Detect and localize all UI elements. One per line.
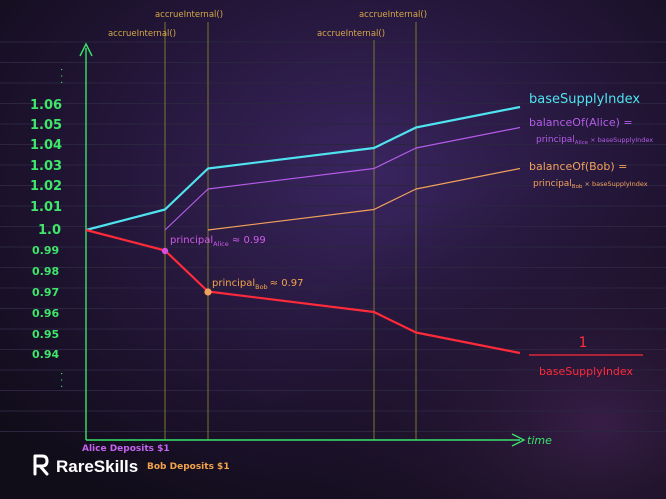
y-tick-0.94: 0.94: [32, 348, 59, 361]
grid-lines: [0, 41, 666, 432]
y-tick-1.06: 1.06: [30, 98, 62, 113]
principal-bob-label: principalBob ≈ 0.97: [212, 278, 304, 291]
rareskills-logo: RareSkills: [33, 454, 138, 476]
principal-alice-point: [161, 247, 169, 255]
y-tick-0.96: 0.96: [32, 307, 59, 320]
y-axis-arrow: [79, 42, 93, 57]
y-ticks-upper: 1.06 1.05 1.04 1.03 1.02 1.01 1.0: [30, 98, 62, 238]
bob-formula-sub: Bob: [572, 184, 583, 190]
y-axis-top-dots: · · ·: [55, 68, 66, 84]
y-tick-1.01: 1.01: [30, 200, 62, 215]
y-tick-0.95: 0.95: [32, 328, 59, 341]
alice-formula-sub: Alice: [575, 140, 589, 146]
y-axis-bottom-dots: · · ·: [55, 372, 66, 388]
y-tick-1.02: 1.02: [30, 179, 62, 194]
principal-alice-value: ≈ 0.99: [229, 235, 266, 246]
accrue-label-2: accrueInternal(): [108, 29, 176, 39]
y-tick-1.0: 1.0: [38, 223, 61, 238]
alice-formula-rest: × baseSupplyIndex: [588, 136, 653, 144]
bob-formula: principalBob × baseSupplyIndex: [533, 179, 648, 190]
fraction-numerator: 1: [579, 335, 588, 351]
principal-bob-sub: Bob: [255, 283, 268, 291]
principal-bob-main: principal: [212, 278, 255, 289]
bob-formula-principal: principal: [533, 179, 572, 189]
series-base-supply-index: [85, 105, 521, 232]
y-tick-1.03: 1.03: [30, 159, 62, 174]
alice-balance-label: balanceOf(Alice) =: [529, 116, 633, 129]
y-tick-0.99: 0.99: [32, 244, 59, 257]
accrue-label-1: accrueInternal(): [155, 10, 223, 20]
x-axis-arrow: [511, 433, 526, 447]
accrue-label-3: accrueInternal(): [359, 10, 427, 20]
series-alice-balance: [164, 126, 521, 231]
fraction-denominator: baseSupplyIndex: [539, 365, 633, 378]
series-bob-balance: [207, 167, 521, 231]
bob-balance-label: balanceOf(Bob) =: [529, 160, 627, 173]
accrue-label-4: accrueInternal(): [317, 29, 385, 39]
principal-alice-label: principalAlice ≈ 0.99: [170, 235, 266, 248]
rareskills-logo-text: RareSkills: [56, 457, 138, 476]
y-tick-0.98: 0.98: [32, 265, 59, 278]
x-axis-label: time: [527, 434, 552, 447]
alice-formula-principal: principal: [536, 135, 575, 145]
rareskills-logo-icon: [33, 454, 49, 476]
y-tick-0.97: 0.97: [32, 286, 59, 299]
event-lines: [164, 22, 417, 440]
principal-bob-point: [204, 288, 212, 296]
bob-deposit-caption: Bob Deposits $1: [147, 462, 230, 472]
alice-formula: principalAlice × baseSupplyIndex: [536, 135, 653, 146]
principal-alice-sub: Alice: [213, 240, 229, 248]
axes: [79, 42, 526, 447]
y-ticks-lower: 0.99 0.98 0.97 0.96 0.95 0.94: [32, 244, 59, 361]
base-supply-index-label: baseSupplyIndex: [529, 92, 640, 107]
y-tick-1.05: 1.05: [30, 118, 62, 133]
bob-formula-rest: × baseSupplyIndex: [582, 180, 647, 188]
y-tick-1.04: 1.04: [30, 138, 62, 153]
principal-bob-value: ≈ 0.97: [270, 278, 304, 289]
series-layer: [85, 105, 521, 355]
series-inverse-index: [85, 228, 521, 355]
alice-deposit-caption: Alice Deposits $1: [82, 444, 170, 454]
principal-alice-main: principal: [170, 235, 213, 246]
